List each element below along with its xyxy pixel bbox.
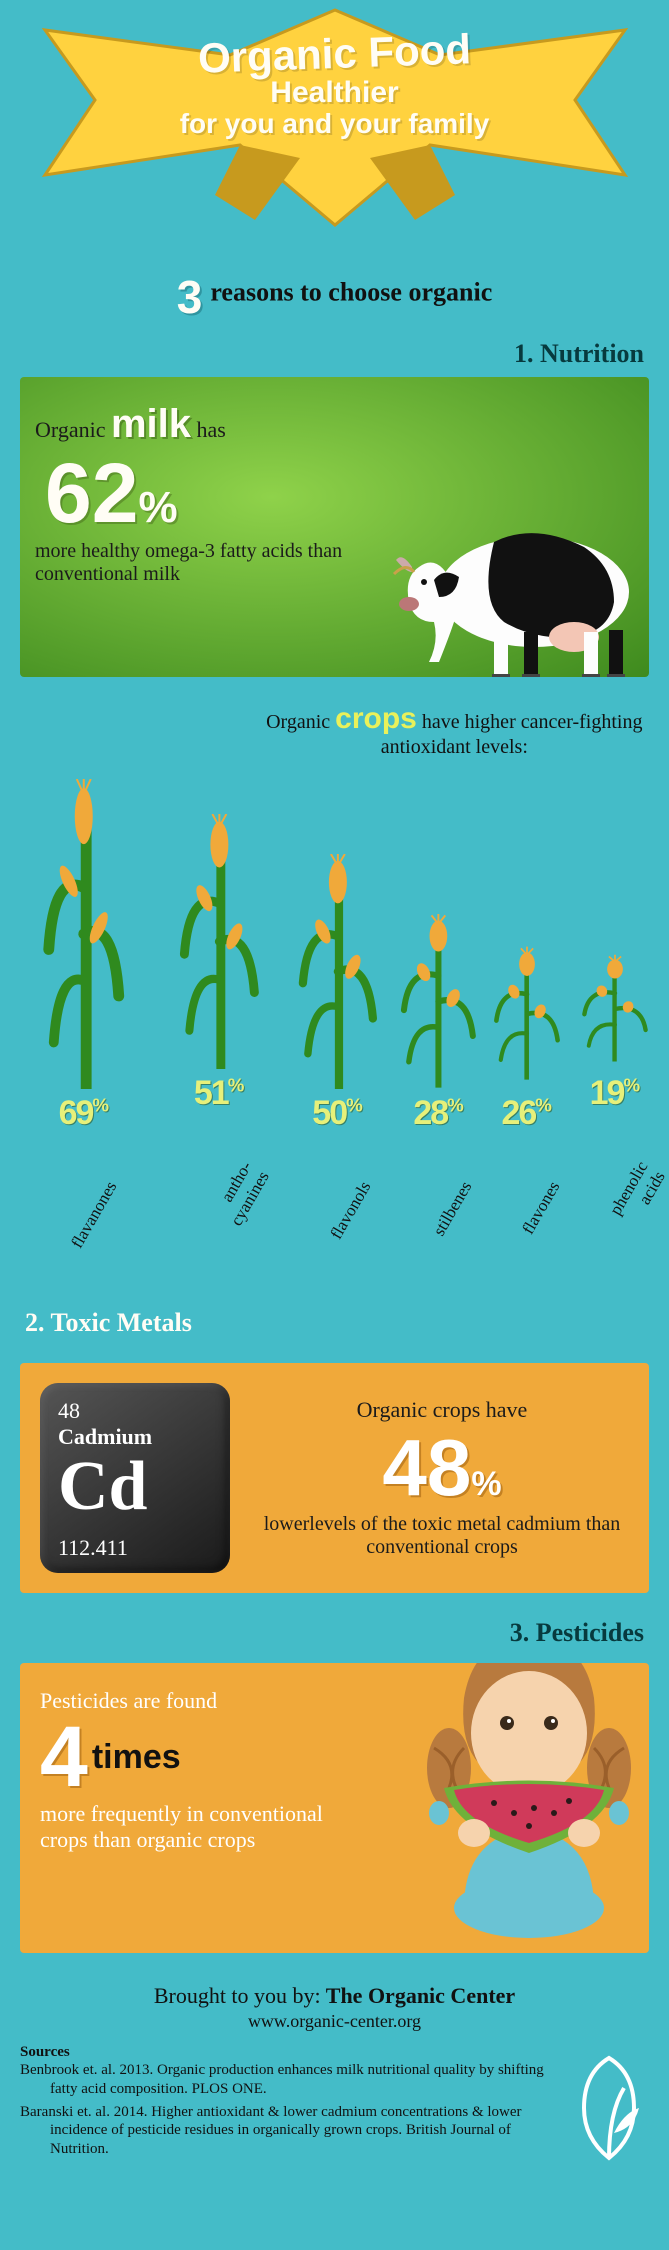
crop-item: 26% flavones [487, 939, 567, 1198]
crop-item: 69% flavanones [14, 779, 154, 1198]
cow-illustration [384, 482, 644, 677]
crop-pct: 50% [312, 1094, 362, 1133]
infographic-page: Organic Food Healthier for you and your … [0, 0, 669, 2250]
crop-pct: 19% [590, 1074, 640, 1113]
banner-text: Organic Food Healthier for you and your … [0, 30, 669, 140]
subtitle: 3 reasons to choose organic [0, 270, 669, 324]
subtitle-number: 3 [177, 270, 203, 324]
section-toxic-title: 2. Toxic Metals [25, 1308, 644, 1338]
crop-pct: 26% [501, 1094, 551, 1133]
leaf-logo [564, 2053, 654, 2163]
title-banner: Organic Food Healthier for you and your … [0, 0, 669, 260]
corn-stalk [14, 779, 154, 1089]
milk-sub: more healthy omega-3 fatty acids than co… [35, 540, 364, 586]
toxic-text: Organic crops have 48% lowerlevels of th… [230, 1397, 629, 1559]
crop-item: 28% stilbenes [399, 914, 479, 1198]
cd-tile: 48 Cadmium Cd 112.411 [40, 1383, 230, 1573]
nutrition-box: Organic milk has 62% more healthy omega-… [20, 377, 649, 677]
corn-stalk [399, 914, 478, 1089]
section-pest-title: 3. Pesticides [25, 1618, 644, 1648]
section-nutrition-title: 1. Nutrition [25, 339, 644, 369]
banner-line3: for you and your family [0, 108, 669, 140]
corn-stalk [285, 854, 391, 1089]
crops-title: Organic crops have higher cancer-fightin… [260, 702, 649, 759]
corn-stalk [162, 814, 277, 1069]
crops-row: 69% flavanones 51% antho-cyanines 50% [10, 779, 659, 1198]
crops-area: Organic crops have higher cancer-fightin… [0, 702, 669, 1298]
subtitle-text: reasons to choose organic [210, 278, 492, 307]
toxic-box: 48 Cadmium Cd 112.411 Organic crops have… [20, 1363, 649, 1593]
pest-box: Pesticides are found 4 times more freque… [20, 1663, 649, 1953]
corn-stalk [580, 949, 650, 1069]
crop-pct: 69% [59, 1094, 109, 1133]
sources: Sources Benbrook et. al. 2013. Organic p… [20, 2044, 649, 2159]
crop-item: 19% phenolicacids [575, 949, 655, 1198]
milk-line1: Organic milk has [35, 402, 634, 447]
crop-item: 51% antho-cyanines [162, 814, 277, 1198]
crop-pct: 51% [194, 1074, 244, 1113]
crop-pct: 28% [413, 1094, 463, 1133]
girl-illustration [404, 1663, 649, 1938]
corn-stalk [492, 939, 562, 1089]
crop-item: 50% flavonols [285, 854, 391, 1198]
footer: Brought to you by: The Organic Center ww… [0, 1983, 669, 2193]
pest-text: Pesticides are found 4 times more freque… [40, 1688, 367, 1853]
